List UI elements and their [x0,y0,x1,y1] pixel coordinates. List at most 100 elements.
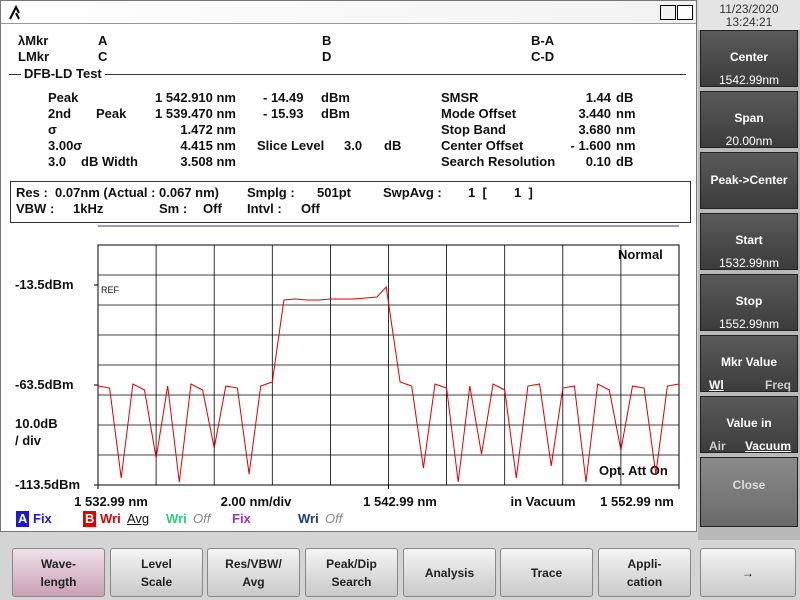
marker: C-D [531,49,555,64]
label: 3.00σ [48,138,83,153]
trace-sub: Off [193,511,211,526]
value: 0.10 [585,154,611,169]
button-value: 1532.99nm [718,256,780,270]
main-window: λMkr A B B-A LMkr C D C-D DFB-LD Test Pe… [0,0,697,532]
trace-mode[interactable]: Wri [100,511,121,526]
logo [9,4,20,20]
date: 11/23/2020 [719,2,779,16]
button-option: Wl [709,378,724,392]
mode-label: Normal [618,247,663,262]
setting-value: 1 ] [514,185,533,200]
side-button[interactable]: Span 20.00nm [700,91,798,148]
clock: 11/23/2020 13:24:21 [698,0,800,30]
side-button[interactable]: Start 1532.99nm [700,213,798,270]
function-key[interactable]: Peak/Dip Search [305,548,398,597]
setting-value: 1kHz [73,201,104,216]
scale-unit: / div [15,433,42,448]
label: Mode Offset [441,106,517,121]
divider [9,74,686,75]
side-button[interactable]: Peak->Center [700,152,798,209]
value: 1.472 nm [180,122,236,137]
marker-label: LMkr [18,49,50,64]
button-option: Air [709,439,726,453]
function-key[interactable]: Level Scale [110,548,203,597]
label: Peak [96,106,127,121]
label: Center Offset [441,138,524,153]
title-bar [1,1,696,24]
value: 1.44 [585,90,611,105]
label: Stop Band [441,122,506,137]
trace-id[interactable]: A [16,511,30,527]
side-button[interactable]: Stop 1552.99nm [700,274,798,331]
value: - 14.49 [263,90,304,105]
marker: B [322,33,332,48]
function-key[interactable]: Res/VBW/Avg [207,548,300,597]
x-tick-label: 1 532.99 nm [74,494,148,509]
maximize-icon[interactable] [677,5,693,20]
button-value: 1552.99nm [718,317,780,331]
side-panel: 11/23/2020 13:24:21 Center 1542.99nm Span 2… [698,0,800,540]
y-tick-label: -113.5dBm [15,477,80,492]
x-tick-label: 1 542.99 nm [363,494,437,509]
button-title: Stop [735,294,763,308]
trace-mode[interactable]: Fix [33,511,52,526]
key-label: → [742,565,754,580]
key-label: length [40,574,77,589]
key-label: Avg [242,574,265,589]
side-button[interactable]: Close [700,457,798,527]
trace-mode[interactable]: Fix [232,511,251,526]
button-option: Vacuum [744,439,791,453]
trace-id[interactable]: B [83,511,97,527]
label: dB Width [81,154,138,169]
value: 3.440 [578,106,611,121]
label: Peak [48,90,79,105]
function-key[interactable]: Wave-length [12,548,105,597]
time: 13:24:21 [725,15,773,29]
att-label: Opt. Att On [599,463,668,478]
marker: A [98,33,108,48]
setting-value: 501pt [317,185,351,200]
label: Slice Level [257,138,325,153]
x-div-label: 2.00 nm/div [221,494,293,509]
settings-box [10,181,691,223]
key-label: Peak/Dip [326,556,377,571]
value: 3.680 [578,122,611,137]
minimize-icon[interactable] [660,5,676,20]
x-tick-label: 1 552.99 nm [600,494,674,509]
y-tick-label: -63.5dBm [15,377,74,392]
unit: dB [384,138,402,153]
function-key[interactable]: Trace [500,548,593,597]
value: 4.415 nm [180,138,236,153]
marker: C [98,49,108,64]
label: 2nd [48,106,72,121]
function-key[interactable]: Appli-cation [598,548,691,597]
value: 3.0 [344,138,363,153]
unit: dBm [321,106,350,121]
trace-mode[interactable]: Wri [166,511,187,526]
key-label: Wave- [41,556,76,571]
value: - 1.600 [570,138,611,153]
side-button[interactable]: Center 1542.99nm [700,30,798,87]
button-title: Center [729,50,768,64]
button-value: 1542.99nm [718,73,780,87]
setting-label: Smplg : [247,185,295,200]
key-label: Res/VBW/ [225,556,282,571]
button-title: Span [734,111,764,125]
key-label: Analysis [424,565,475,580]
side-button[interactable]: Value in Air Vacuum [700,396,798,453]
function-key[interactable]: Analysis [403,548,496,597]
marker-label: λMkr [18,33,49,48]
setting-value: Off [203,201,222,216]
side-button[interactable]: Mkr Value Wl Freq [700,335,798,392]
function-key[interactable]: → [700,548,796,597]
key-label: Appli- [627,556,662,571]
unit: nm [616,138,636,153]
unit: dB [616,154,634,169]
unit: nm [616,106,636,121]
button-title: Peak->Center [710,173,788,187]
setting-label: SwpAvg : [383,185,442,200]
trace-mode[interactable]: Wri [298,511,319,526]
unit: dB [616,90,634,105]
value: 3.0 [48,154,67,169]
